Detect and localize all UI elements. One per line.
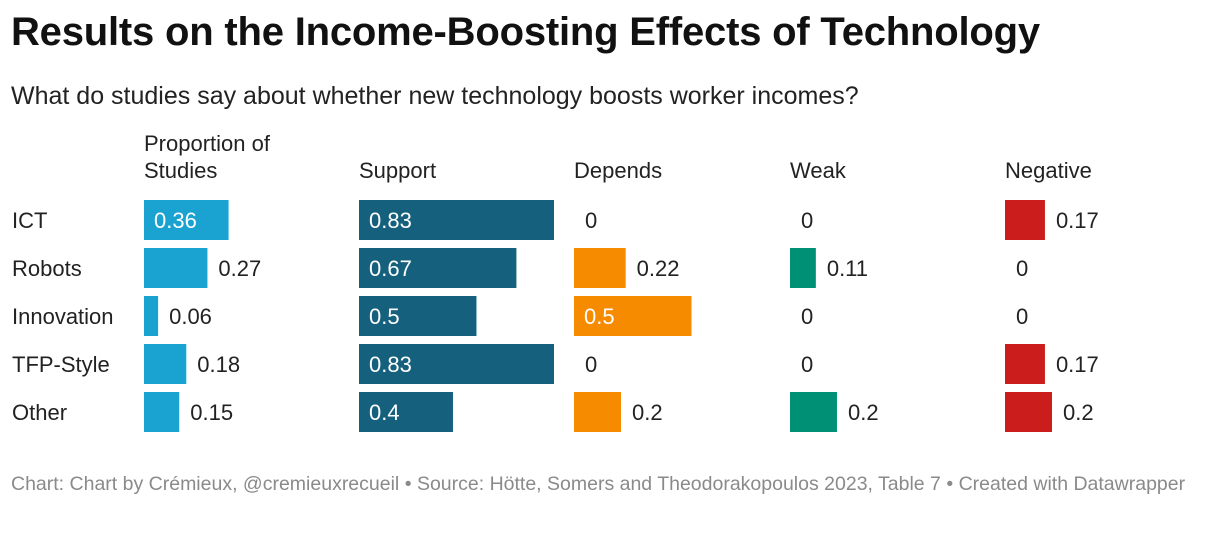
column-header: Studies xyxy=(144,158,217,183)
bar xyxy=(144,344,187,384)
footer-created-with: Created with Datawrapper xyxy=(958,473,1186,495)
bar xyxy=(790,248,816,288)
data-label: 0.18 xyxy=(197,352,240,377)
footer-separator: • xyxy=(946,473,954,495)
data-label: 0 xyxy=(585,352,597,377)
bar xyxy=(1005,392,1052,432)
bar xyxy=(359,248,517,288)
bar xyxy=(574,296,692,336)
data-label: 0.15 xyxy=(190,400,233,425)
bar xyxy=(144,200,229,240)
row-label: Other xyxy=(12,400,67,425)
chart-footer: Chart: Chart by Crémieux, @cremieuxrecue… xyxy=(11,472,1201,497)
data-label: 0.83 xyxy=(369,208,412,233)
footer-chart-label: Chart: xyxy=(11,473,65,495)
data-label: 0.4 xyxy=(369,400,400,425)
bar xyxy=(144,296,159,336)
chart-title: Results on the Income-Boosting Effects o… xyxy=(11,10,1040,54)
row-label: Innovation xyxy=(12,304,114,329)
data-label: 0 xyxy=(801,208,813,233)
row-label: Robots xyxy=(12,256,82,281)
bar xyxy=(1005,344,1045,384)
footer-source: Hötte, Somers and Theodorakopoulos 2023,… xyxy=(489,473,941,495)
row-label: TFP-Style xyxy=(12,352,110,377)
data-label: 0.06 xyxy=(169,304,212,329)
data-label: 0.5 xyxy=(584,304,615,329)
column-header: Negative xyxy=(1005,158,1092,183)
bar xyxy=(574,392,621,432)
data-label: 0.22 xyxy=(637,256,680,281)
data-label: 0 xyxy=(585,208,597,233)
bar xyxy=(1005,200,1045,240)
bar xyxy=(574,248,626,288)
row-label: ICT xyxy=(12,208,47,233)
data-label: 0.17 xyxy=(1056,352,1099,377)
data-label: 0 xyxy=(1016,256,1028,281)
data-label: 0.2 xyxy=(1063,400,1094,425)
data-label: 0.17 xyxy=(1056,208,1099,233)
column-header: Depends xyxy=(574,158,662,183)
bar xyxy=(359,296,477,336)
bar xyxy=(359,344,554,384)
data-label: 0 xyxy=(801,352,813,377)
data-label: 0 xyxy=(1016,304,1028,329)
column-header: Support xyxy=(359,158,436,183)
footer-source-label: Source: xyxy=(416,473,485,495)
data-label: 0.27 xyxy=(218,256,261,281)
bar xyxy=(144,248,208,288)
bar xyxy=(144,392,180,432)
column-header: Weak xyxy=(790,158,847,183)
column-header: Proportion of xyxy=(144,131,271,156)
bar xyxy=(790,392,837,432)
chart-subtitle: What do studies say about whether new te… xyxy=(11,82,859,110)
data-label: 0.5 xyxy=(369,304,400,329)
data-label: 0.2 xyxy=(632,400,663,425)
data-label: 0.83 xyxy=(369,352,412,377)
data-label: 0.2 xyxy=(848,400,879,425)
data-label: 0.36 xyxy=(154,208,197,233)
footer-separator: • xyxy=(404,473,412,495)
footer-credit: Chart by Crémieux, @cremieuxrecueil xyxy=(69,473,400,495)
bar xyxy=(359,392,453,432)
data-label: 0.11 xyxy=(827,256,868,281)
data-label: 0 xyxy=(801,304,813,329)
bar xyxy=(359,200,554,240)
data-label: 0.67 xyxy=(369,256,412,281)
